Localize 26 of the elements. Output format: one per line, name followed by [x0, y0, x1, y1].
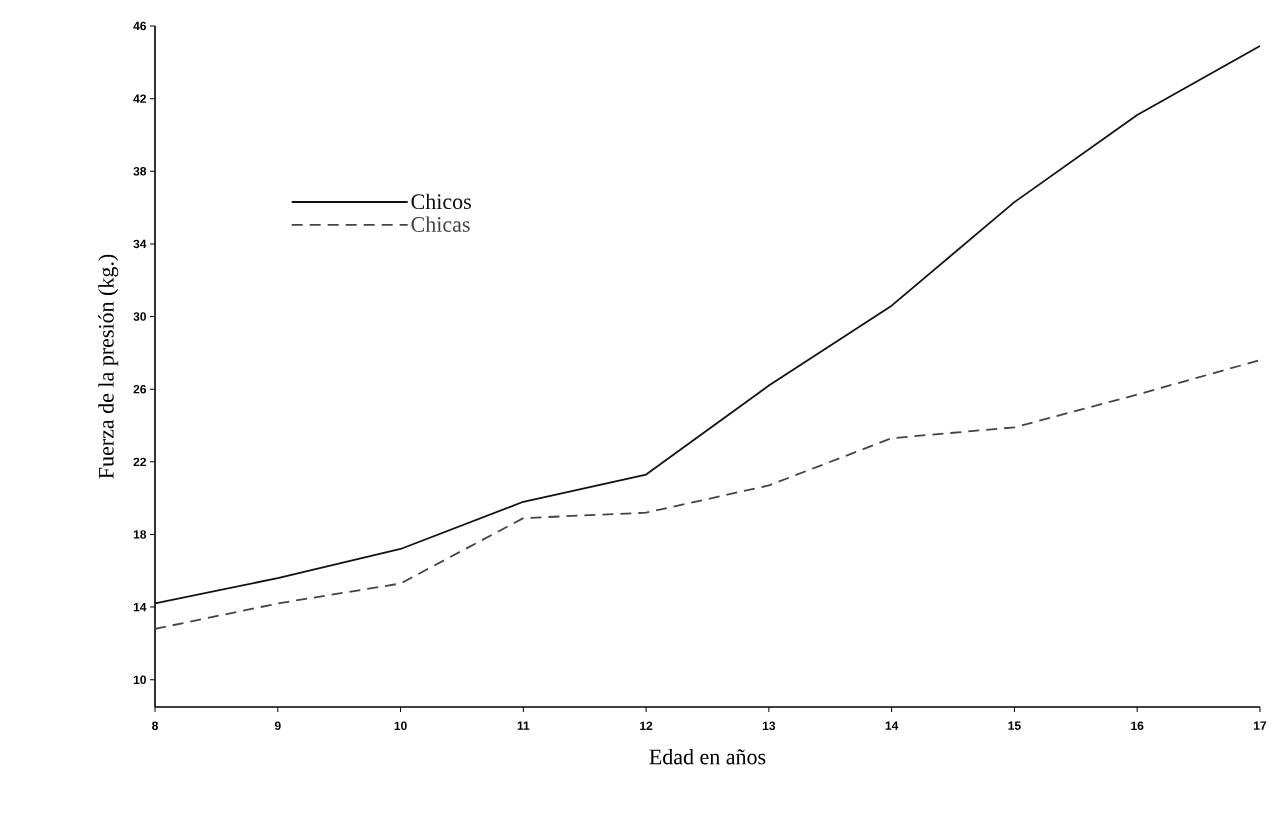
x-tick-label: 16	[1131, 721, 1144, 731]
line-series	[154, 45, 1261, 605]
y-tick-label: 14	[133, 602, 147, 612]
text: Chicos	[411, 193, 471, 210]
x-tick-label: 12	[640, 721, 653, 730]
x-tick-label: 15	[1008, 721, 1021, 730]
y-tick-label: 38	[133, 167, 147, 176]
x-axis-title: Edad en años	[649, 748, 766, 765]
x-tick-label: 11	[517, 721, 530, 730]
x-tick-label: 17	[1254, 721, 1267, 730]
y-tick-label: 10	[133, 675, 146, 684]
x-tick-label: 14	[885, 721, 899, 730]
y-tick-label: 22	[133, 457, 146, 467]
y-tick-label: 30	[133, 312, 146, 321]
y-tick-label: 18	[133, 530, 147, 539]
x-tick-label: 8	[152, 721, 158, 731]
y-tick-label: 34	[133, 239, 147, 249]
x-tick-label: 10	[394, 721, 407, 731]
line-series	[154, 359, 1261, 630]
x-tick-label: 9	[274, 721, 281, 731]
x-tick-label: 13	[762, 721, 776, 731]
y-tick-label: 26	[133, 384, 147, 394]
y-tick-label: 42	[133, 94, 146, 103]
y-tick-label: 46	[133, 21, 147, 31]
text: Chicas	[411, 216, 470, 232]
y-axis-title: Fuerza de la presión (kg.)	[98, 254, 119, 479]
